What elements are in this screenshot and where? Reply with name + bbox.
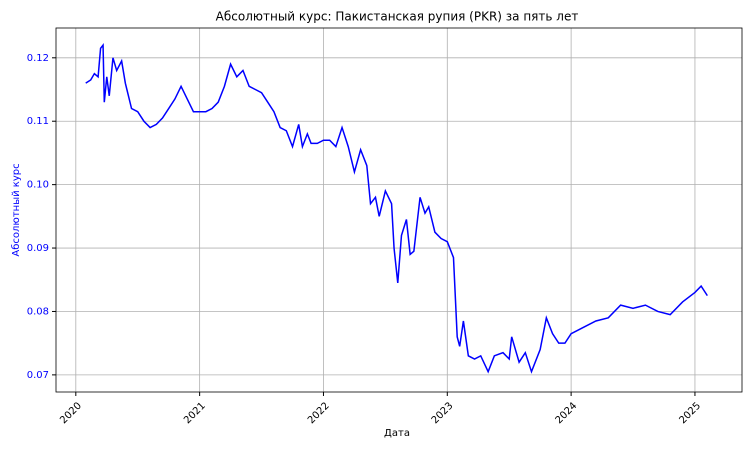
x-tick-label: 2020 [58, 400, 84, 426]
x-tick-label: 2022 [306, 400, 332, 426]
y-tick-label: 0.09 [27, 243, 49, 254]
chart-title: Абсолютный курс: Пакистанская рупия (PKR… [216, 10, 579, 24]
x-axis-label: Дата [384, 428, 410, 439]
data-line [85, 43, 708, 374]
x-tick-label: 2021 [182, 400, 208, 426]
y-tick-label: 0.11 [27, 116, 49, 127]
x-tick-label: 2023 [430, 400, 456, 426]
y-tick-label: 0.12 [27, 53, 49, 64]
y-axis-label: Абсолютный курс [11, 163, 22, 256]
y-tick-label: 0.08 [27, 306, 49, 317]
y-tick-label: 0.10 [27, 180, 49, 191]
x-tick-label: 2024 [554, 400, 580, 426]
y-tick-label: 0.07 [27, 370, 49, 381]
x-tick-label: 2025 [677, 400, 703, 426]
plot-frame [55, 27, 743, 393]
